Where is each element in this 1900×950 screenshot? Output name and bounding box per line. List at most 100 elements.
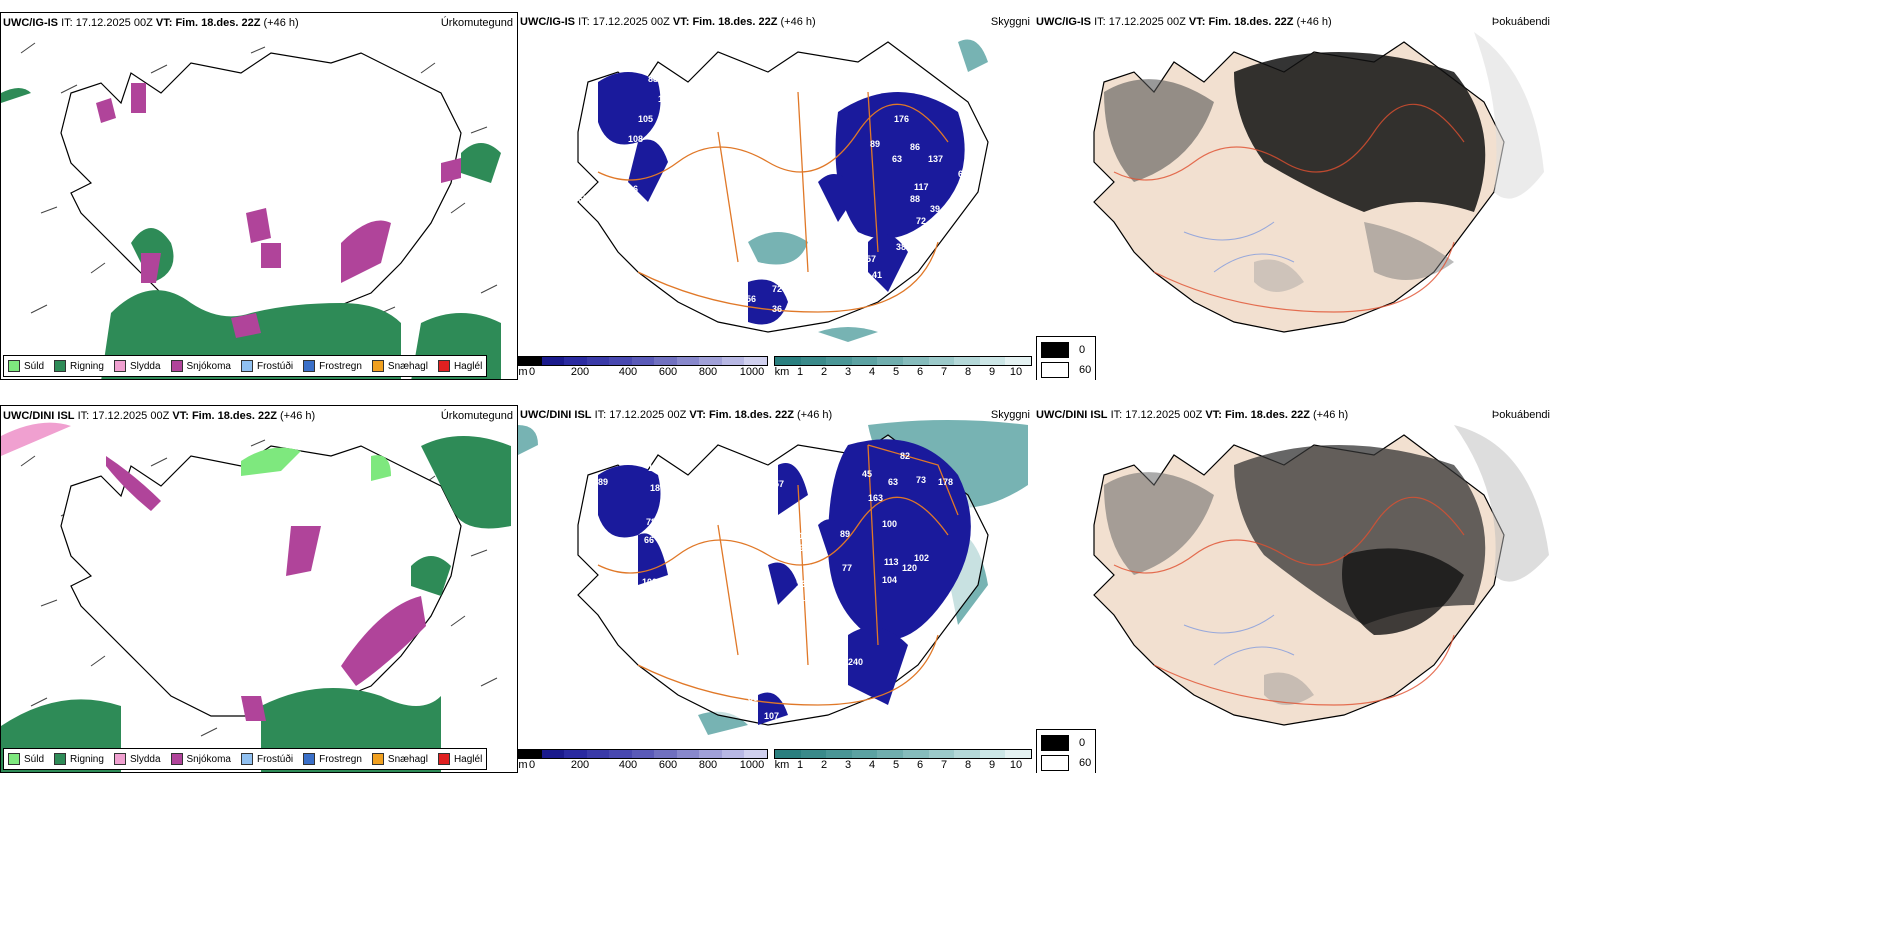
row2-fog-label: Þokuábendi [1491,409,1550,421]
row1-fog-panel: UWC/IG-IS IT: 17.12.2025 00Z VT: Fim. 18… [1034,12,1554,380]
svg-text:115: 115 [648,463,663,473]
ceiling-numbers: 88 101 105 108 99 106 65 66 36 45 176 89… [578,74,984,314]
svg-text:72: 72 [916,216,926,226]
svg-text:73: 73 [916,475,926,485]
svg-text:100: 100 [642,577,657,587]
row2-precip-title: UWC/DINI ISL IT: 17.12.2025 00Z VT: Fim.… [3,410,316,422]
svg-text:55: 55 [974,149,984,159]
ceiling-numbers: 95 115 89 187 102 78 66 62 100 60 63 57 … [598,451,953,721]
iceland-outline [60,52,462,324]
rivers [1183,221,1295,273]
svg-text:99: 99 [618,154,628,164]
svg-text:176: 176 [894,114,909,124]
fog-index-shading [1104,32,1544,292]
svg-text:113: 113 [884,557,899,567]
legend-item: Frostúði [240,753,293,765]
svg-text:102: 102 [668,485,683,495]
snow-areas [106,456,426,721]
svg-text:102: 102 [914,553,929,563]
precip-legend: Súld Rigning Slydda Snjókoma Frostúði Fr… [3,355,488,377]
svg-text:89: 89 [840,529,850,539]
legend-swatch [8,753,20,765]
row2-precip-map [1,422,511,772]
svg-text:65: 65 [578,194,588,204]
svg-text:106: 106 [818,585,833,595]
svg-text:178: 178 [938,477,953,487]
row2-ceiling-title: UWC/DINI ISL IT: 17.12.2025 00Z VT: Fim.… [520,409,833,421]
row1-precip-title: UWC/IG-IS IT: 17.12.2025 00Z VT: Fim. 18… [3,17,299,29]
svg-text:240: 240 [848,657,863,667]
fog-legend-row: 0 [1041,733,1091,753]
sleet-areas [1,422,71,456]
row2-fog-title: UWC/DINI ISL IT: 17.12.2025 00Z VT: Fim.… [1036,409,1349,421]
fog-legend-row: 0 [1041,340,1091,360]
row1-ceiling-map: 88 101 105 108 99 106 65 66 36 45 176 89… [577,39,989,342]
legend-item: Súld [8,753,44,765]
legend-swatch [371,753,384,765]
svg-text:62: 62 [678,569,688,579]
svg-text:66: 66 [644,535,654,545]
svg-text:45: 45 [862,469,872,479]
legend-item: Slydda [113,753,161,765]
svg-text:86: 86 [910,142,920,152]
legend-swatch [240,753,253,765]
precip-legend: Súld Rigning Slydda Snjókoma Frostúði Fr… [3,748,488,770]
colorbar-swatches [518,356,768,366]
row1-fog-legend: 0 60 [1036,336,1097,380]
row1-ceiling-panel: UWC/IG-IS IT: 17.12.2025 00Z VT: Fim. 18… [518,12,1034,380]
legend-item: Snjókoma [170,753,231,765]
svg-text:63: 63 [888,477,898,487]
svg-text:125: 125 [800,593,815,603]
legend-swatch [113,360,126,372]
legend-item: Slydda [113,360,161,372]
svg-text:136: 136 [808,563,823,573]
ceiling-areas [598,72,965,325]
colorbar-labels: km 1 2 3 4 5 6 7 8 9 10 [774,759,1023,771]
svg-text:120: 120 [902,563,917,573]
row1-fog-title: UWC/IG-IS IT: 17.12.2025 00Z VT: Fim. 18… [1036,16,1332,28]
svg-text:60: 60 [720,489,730,499]
svg-text:117: 117 [914,182,929,192]
row2-ceiling-panel: UWC/DINI ISL IT: 17.12.2025 00Z VT: Fim.… [518,405,1034,773]
row2-precip-panel: UWC/DINI ISL IT: 17.12.2025 00Z VT: Fim.… [0,405,518,773]
svg-text:72: 72 [772,284,782,294]
legend-item: Súld [8,360,44,372]
svg-text:137: 137 [796,579,811,589]
legend-swatch [371,360,384,372]
legend-swatch [54,360,67,372]
row1-ceiling-title: UWC/IG-IS IT: 17.12.2025 00Z VT: Fim. 18… [520,16,816,28]
row1-visibility-colorbar: km 1 2 3 4 5 6 7 8 9 10 [774,356,1032,380]
svg-text:75: 75 [818,477,828,487]
svg-text:187: 187 [650,483,665,493]
legend-swatch [8,360,20,372]
legend-item: Rigning [54,753,104,765]
svg-text:88: 88 [910,194,920,204]
legend-swatch [170,360,183,372]
colorbar-labels: km 1 2 3 4 5 6 7 8 9 10 [774,366,1023,378]
road-network [1113,103,1465,313]
svg-text:36: 36 [772,304,782,314]
row1-precip-panel: UWC/IG-IS IT: 17.12.2025 00Z VT: Fim. 18… [0,12,518,380]
svg-text:45: 45 [776,199,786,209]
svg-text:63: 63 [728,505,738,515]
svg-text:60: 60 [958,169,968,179]
svg-text:38: 38 [896,242,906,252]
svg-text:57: 57 [774,479,784,489]
svg-text:78: 78 [646,517,656,527]
legend-swatch [170,753,183,765]
legend-item: Rigning [54,360,104,372]
fog-legend-swatch [1041,342,1069,358]
legend-swatch [113,753,126,765]
legend-swatch [437,360,450,372]
row1-precip-map [1,42,501,379]
row1-ceiling-colorbar: m 0 200 400 600 800 1000 [518,356,768,380]
legend-item: Frostregn [303,360,362,372]
svg-text:63: 63 [892,154,902,164]
svg-text:39: 39 [930,204,940,214]
svg-text:89: 89 [598,477,608,487]
svg-text:163: 163 [868,493,883,503]
svg-text:66: 66 [678,184,688,194]
iceland-outline [60,445,462,717]
legend-item: Snæhagl [371,753,428,765]
row2-fog-legend: 0 60 [1036,729,1097,773]
